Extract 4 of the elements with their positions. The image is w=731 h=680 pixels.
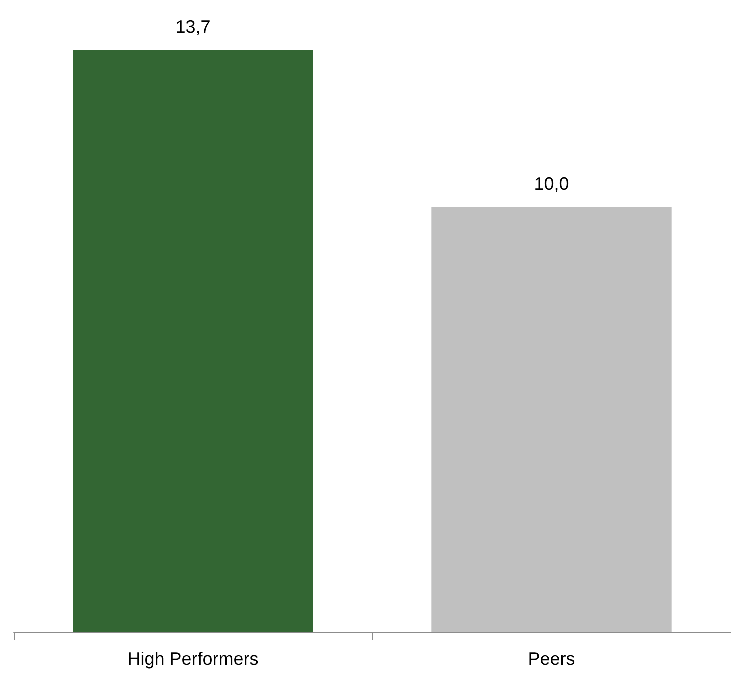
x-tick-label: High Performers xyxy=(128,649,259,669)
data-label: 13,7 xyxy=(176,17,211,37)
data-label: 10,0 xyxy=(534,174,570,194)
x-tick-label: Peers xyxy=(528,649,576,669)
